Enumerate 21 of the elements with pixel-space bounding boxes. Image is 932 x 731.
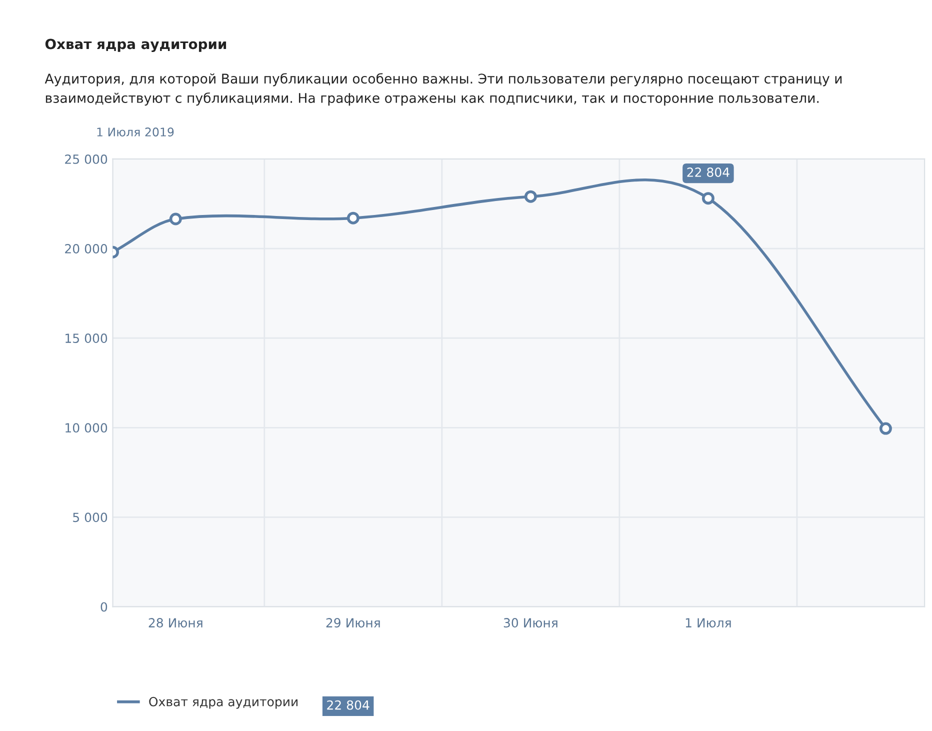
chart-subtitle: Аудитория, для которой Ваши публикации особенно важны. Эти пользователи регулярно посещают страницу и взаимодействуют с публикациями. На графике отражены как подписчики, так и посторонние пользователи. bbox=[44, 73, 842, 106]
legend-label: Охват ядра аудитории bbox=[149, 696, 298, 709]
point bbox=[524, 190, 537, 203]
x-tick-label: 1 Июля bbox=[686, 618, 731, 628]
point bbox=[879, 422, 892, 435]
point bbox=[346, 212, 360, 224]
y-tick-label: 25 000 bbox=[65, 154, 108, 164]
point bbox=[169, 212, 182, 226]
text: 22 804 bbox=[327, 700, 370, 710]
y-tick-label: 15 000 bbox=[66, 334, 108, 344]
x-tick-label: 30 Июня bbox=[504, 618, 558, 628]
point bbox=[702, 192, 714, 205]
y-tick-label: 20 000 bbox=[65, 244, 108, 254]
y-tick-label: 0 bbox=[100, 602, 108, 612]
x-tick-label: 29 Июня bbox=[326, 618, 380, 628]
chart-title: Охват ядра аудитории bbox=[45, 38, 226, 52]
x-tick-label: 28 Июня bbox=[148, 618, 202, 628]
annotation: 22 804 bbox=[687, 167, 730, 177]
text: 1 Июля 2019 bbox=[97, 128, 174, 136]
y-tick-label: 10 000 bbox=[66, 423, 108, 433]
y-tick-label: 5 000 bbox=[73, 512, 108, 522]
